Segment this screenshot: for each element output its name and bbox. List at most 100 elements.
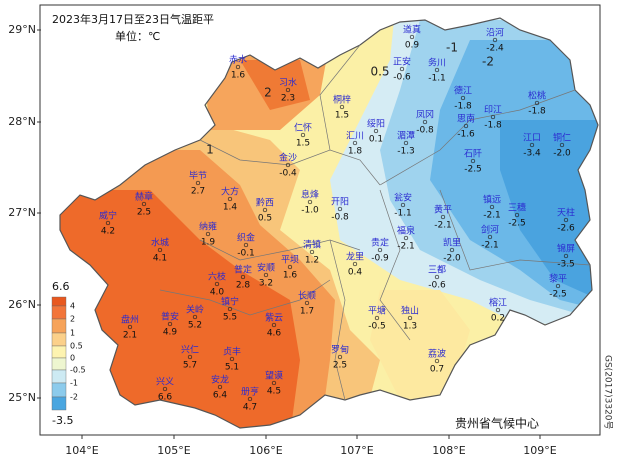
station-value: 5.7: [183, 361, 197, 371]
station-dot: [559, 142, 565, 148]
station-name: 紫云: [265, 313, 283, 324]
contour-label: 2: [264, 86, 272, 100]
station-name: 黔西: [256, 197, 274, 209]
legend-label: 0.5: [70, 342, 83, 351]
legend-label: 6.6: [52, 280, 70, 293]
station-dot: [167, 321, 173, 327]
station-value: 0.5: [258, 214, 272, 224]
legend-swatch: [51, 396, 67, 411]
approval-number: GS(2017)3320号: [603, 355, 614, 430]
station-dot: [487, 234, 493, 240]
station-value: -2.5: [508, 219, 526, 229]
station-dot: [205, 231, 211, 237]
contour-label: -1: [446, 41, 458, 55]
station-dot: [339, 104, 345, 110]
station-dot: [407, 315, 413, 321]
station-dot: [271, 380, 277, 386]
lat-label: 26°N: [8, 298, 36, 311]
contour-label: 0.5: [370, 65, 389, 79]
station-name: 息烽: [301, 189, 319, 201]
station-name: 安龙: [211, 374, 229, 386]
labels: 29°N 28°N 27°N 26°N 25°N 104°E 105°E 106°E 107°E…: [8, 23, 575, 457]
station-name: 盘州: [121, 314, 139, 326]
station-dot: [489, 204, 495, 210]
station-value: 3.2: [259, 279, 273, 289]
station-name: 龙里: [346, 251, 364, 263]
station-name: 关岭: [186, 304, 204, 316]
station-name: 黄平: [434, 204, 452, 216]
legend-label: -1: [70, 379, 78, 388]
station-dot: [300, 132, 306, 138]
station-dot: [529, 142, 535, 148]
station-name: 剑河: [481, 224, 499, 236]
station-name: 大方: [221, 186, 239, 198]
station-dot: [247, 396, 253, 402]
station-dot: [460, 95, 466, 101]
station-name: 凤冈: [416, 110, 434, 121]
station-value: -1.6: [457, 130, 475, 140]
station-dot: [514, 212, 520, 218]
lat-label: 27°N: [8, 206, 36, 219]
station-name: 镇宁: [221, 296, 239, 308]
station-name: 江口: [523, 133, 541, 144]
station-dot: [399, 66, 405, 72]
legend: 6.64 2 1 0.5 0 -0.5 -1 -2 -3.5: [51, 280, 86, 427]
station-dot: [227, 306, 233, 312]
station-dot: [400, 202, 406, 208]
station-value: -3.4: [523, 149, 541, 159]
station-dot: [309, 249, 315, 255]
station-name: 铜仁: [553, 132, 571, 144]
station-name: 织金: [237, 232, 255, 244]
station-value: 2.5: [333, 361, 347, 371]
station-value: 1.5: [335, 111, 349, 121]
station-name: 桐梓: [333, 94, 351, 106]
station-name: 习水: [279, 77, 297, 89]
station-dot: [285, 162, 291, 168]
title: 2023年3月17日至23日气温距平: [52, 12, 214, 26]
station-name: 兴义: [156, 377, 174, 388]
lon-label: 107°E: [340, 444, 373, 457]
legend-swatch: [51, 345, 67, 359]
station-value: 1.6: [231, 71, 246, 81]
station-dot: [422, 119, 428, 125]
station-value: 6.4: [213, 391, 228, 401]
station-value: -2.5: [464, 165, 482, 175]
station-value: -0.6: [428, 281, 446, 291]
station-dot: [195, 180, 201, 186]
legend-swatch: [51, 305, 67, 320]
station-dot: [352, 140, 358, 146]
station-name: 平坝: [281, 255, 299, 266]
station-name: 思南: [457, 113, 475, 125]
station-dot: [287, 264, 293, 270]
station-value: -2.6: [557, 224, 575, 234]
station-name: 普定: [234, 264, 252, 276]
station-dot: [229, 356, 235, 362]
station-value: 1.8: [348, 147, 363, 157]
station-name: 纳雍: [199, 221, 217, 233]
station-dot: [403, 235, 409, 241]
station-value: -1.8: [528, 107, 546, 117]
station-value: -2.0: [553, 149, 571, 159]
station-dot: [352, 261, 358, 267]
station-name: 石阡: [464, 149, 482, 160]
station-dot: [434, 358, 440, 364]
lon-label: 108°E: [432, 444, 465, 457]
station-dot: [534, 100, 540, 106]
station-value: 2.7: [191, 187, 205, 197]
station-value: -0.8: [416, 126, 434, 136]
station-dot: [263, 272, 269, 278]
map-frame: [39, 4, 601, 436]
station-value: 1.7: [300, 307, 314, 317]
station-name: 汇川: [346, 131, 364, 142]
station-name: 赫章: [135, 191, 153, 203]
station-value: -2.1: [483, 211, 501, 221]
station-dot: [157, 247, 163, 253]
station-value: -1.3: [397, 147, 415, 157]
station-name: 长顺: [298, 290, 316, 302]
station-dot: [271, 322, 277, 328]
station-value: -1.1: [428, 74, 446, 84]
prefecture-borders: [159, 44, 591, 401]
station-dot: [141, 201, 147, 207]
station-name: 六枝: [208, 271, 226, 283]
